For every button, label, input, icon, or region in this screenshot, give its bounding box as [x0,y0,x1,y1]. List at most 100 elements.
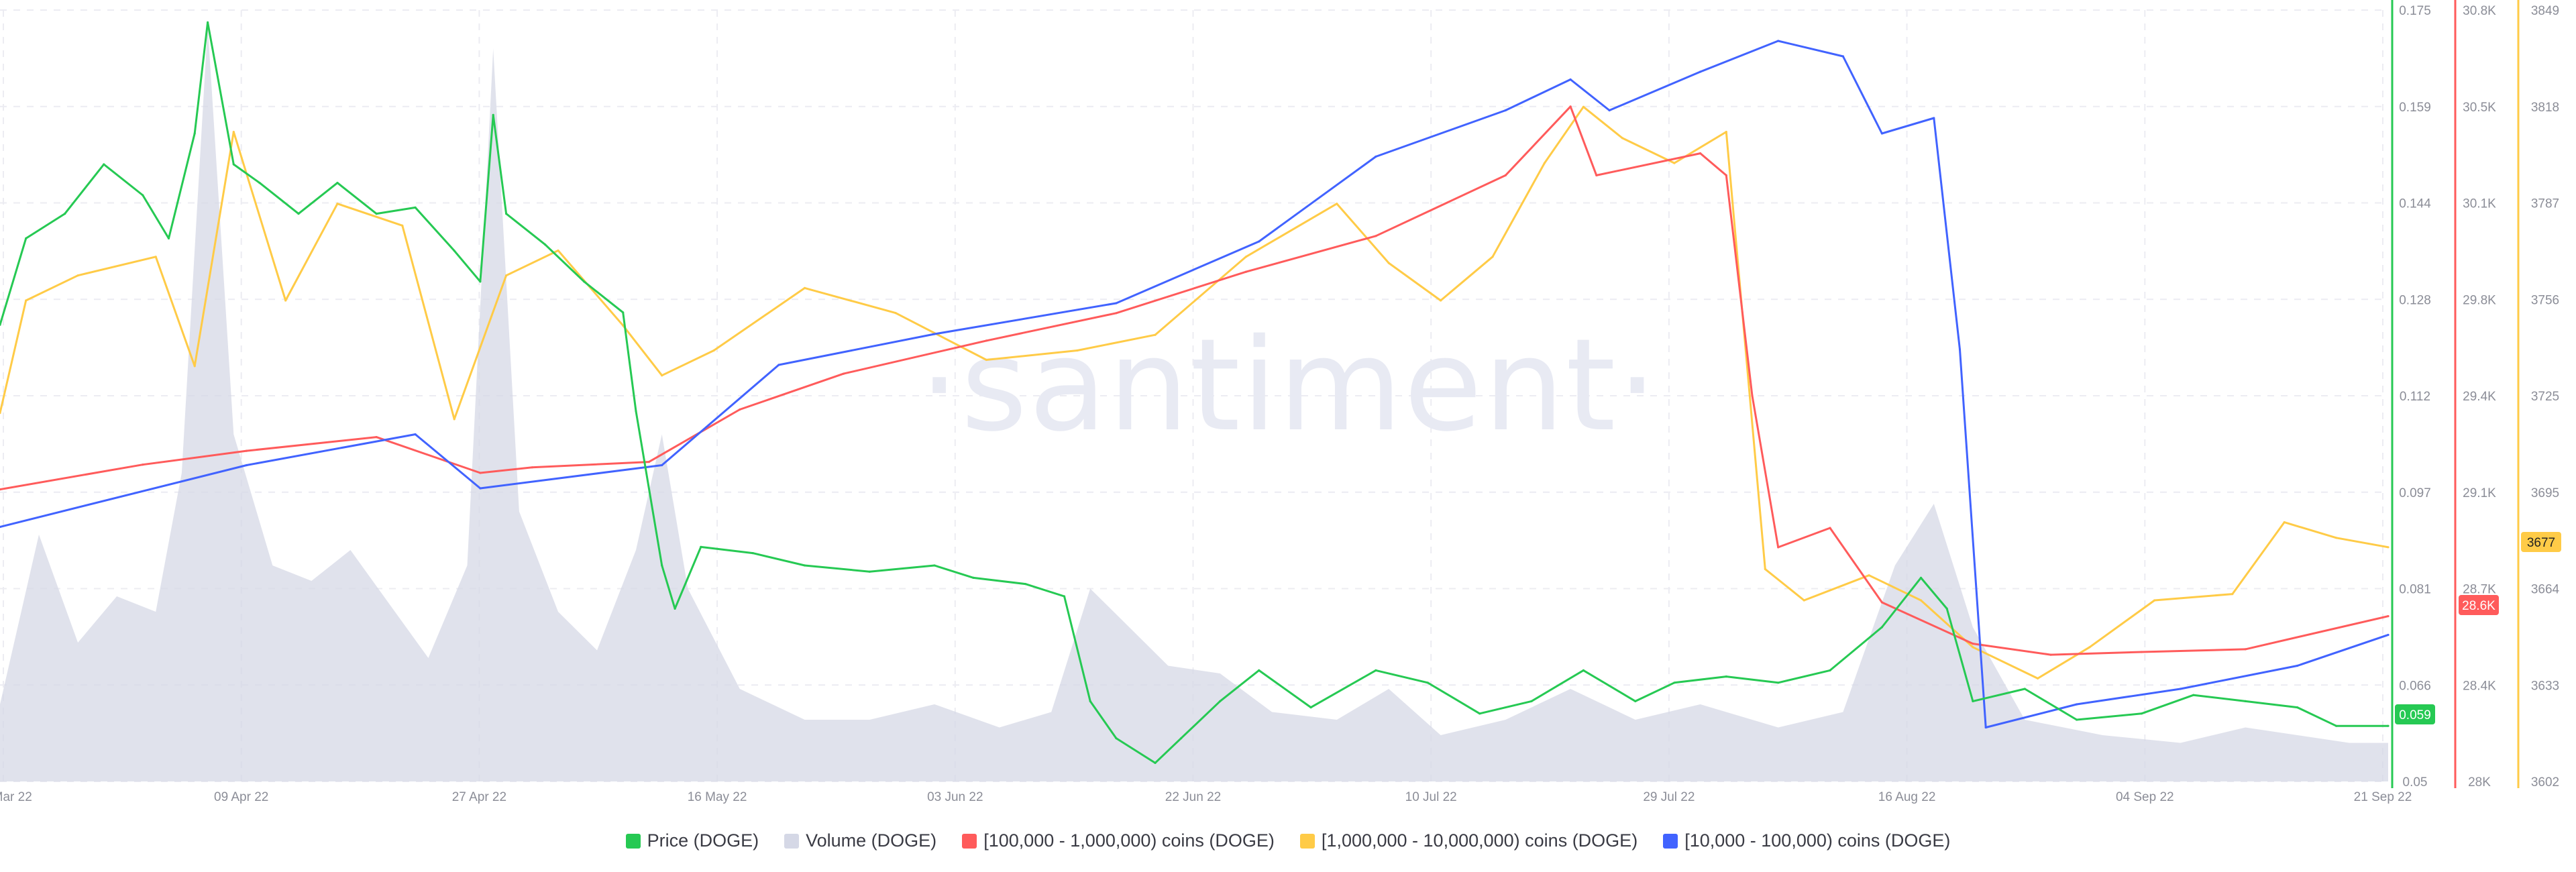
y-tick-label-price: 0.066 [2399,679,2431,693]
data-point-price [933,564,936,567]
data-point-holders-100k-1m [2140,651,2143,653]
data-point-holders-1m-10m [985,358,987,362]
legend-label: Price (DOGE) [647,830,759,851]
data-point-price [972,576,975,580]
data-point-price [505,213,508,215]
data-point-price [167,237,170,239]
data-point-holders-1m-10m [1387,262,1390,264]
x-tick-label: 04 Sep 22 [2116,790,2174,804]
value-badge-holders-1m-10m [2521,532,2561,552]
data-point-holders-100k-1m [1595,174,1598,176]
data-point-price [1309,706,1312,709]
data-point-holders-1m-10m [2153,599,2156,602]
data-point-holders-10k-100k [0,525,1,529]
data-point-holders-1m-10m [557,249,559,252]
x-tick-label: 16 May 22 [688,790,747,804]
data-point-holders-1m-10m [1440,299,1442,302]
y-tick-label-price: 0.159 [2399,101,2431,115]
data-point-price [1919,576,1923,580]
data-point-holders-1m-10m [622,324,625,327]
legend-item[interactable]: [10,000 - 100,000) coins (DOGE) [1663,830,1950,851]
data-point-price [375,213,378,215]
data-point-price [2192,694,2195,696]
y-tick-label-holders-100k-1m: 29.4K [2463,390,2496,404]
data-point-holders-100k-1m [1699,152,1702,155]
y-tick-label-holders-1m-10m: 3664 [2531,583,2560,597]
x-tick-label: 09 Apr 22 [214,790,268,804]
data-point-price [1582,669,1585,672]
data-point-holders-10k-100k [1258,240,1260,243]
data-point-holders-1m-10m [336,203,339,205]
data-point-holders-10k-100k [1375,155,1377,158]
data-point-price [1063,595,1066,598]
data-point-holders-1m-10m [1336,203,1338,205]
data-point-holders-10k-100k [2179,688,2182,690]
data-point-holders-1m-10m [1154,333,1157,336]
data-point-holders-100k-1m [246,449,248,452]
data-point-holders-1m-10m [193,365,196,368]
data-point-holders-10k-100k [1115,302,1118,305]
data-point-holders-100k-1m [1115,312,1118,315]
x-tick-label: 22 Jun 22 [1165,790,1221,804]
data-point-holders-100k-1m [1777,546,1780,549]
data-point-holders-10k-100k [246,464,248,467]
data-point-holders-10k-100k [414,433,417,436]
data-point-price [1945,607,1948,610]
data-point-price [1725,675,1727,678]
data-point-holders-1m-10m [2231,593,2234,596]
data-point-price [0,323,1,326]
data-point-holders-100k-1m [2387,615,2390,618]
data-point-holders-100k-1m [1244,270,1247,273]
data-point-holders-100k-1m [739,408,741,411]
value-badge-label: 3677 [2527,536,2555,550]
data-point-holders-1m-10m [505,274,508,277]
data-point-holders-1m-10m [1076,349,1079,352]
data-point-holders-1m-10m [1725,131,1727,133]
data-point-price [544,243,547,246]
data-point-holders-100k-1m [647,461,651,464]
data-point-price [1089,700,1091,702]
data-point-holders-1m-10m [232,131,235,133]
y-tick-label-holders-1m-10m: 3787 [2531,197,2559,211]
legend-item[interactable]: [100,000 - 1,000,000) coins (DOGE) [962,830,1275,851]
y-tick-label-holders-100k-1m: 28.7K [2463,583,2496,597]
series-line-holders-1m-10m [0,105,2389,679]
data-point-price [2023,688,2026,690]
y-tick-label-price: 0.175 [2399,4,2431,18]
data-point-price [700,545,702,549]
data-point-price [635,410,637,413]
data-point-price [1829,669,1831,672]
legend-swatch [784,833,800,849]
data-point-holders-10k-100k [1933,117,1935,119]
data-point-holders-1m-10m [1803,599,1805,602]
legend-item[interactable]: Price (DOGE) [625,830,759,851]
legend-swatch [962,833,977,849]
data-point-holders-1m-10m [1868,574,1870,577]
data-point-holders-1m-10m [76,274,79,277]
data-point-holders-100k-1m [1504,174,1507,176]
data-point-holders-1m-10m [2088,646,2091,649]
data-point-holders-1m-10m [284,299,287,302]
data-point-holders-10k-100k [1841,55,1844,58]
legend-swatch [625,833,641,849]
y-tick-label-holders-100k-1m: 30.1K [2463,197,2496,211]
value-badge-label: 0.059 [2399,708,2431,722]
data-point-price [207,21,209,23]
legend-item[interactable]: [1,000,000 - 10,000,000) coins (DOGE) [1299,830,1638,851]
data-point-price [1530,700,1533,702]
legend-label: [10,000 - 100,000) coins (DOGE) [1684,830,1951,851]
data-point-holders-10k-100k [1777,40,1780,42]
y-tick-label-holders-1m-10m: 3818 [2531,101,2559,115]
data-point-price [2335,724,2338,727]
data-point-holders-100k-1m [531,466,533,469]
legend-item[interactable]: Volume (DOGE) [784,830,936,851]
data-point-price [622,311,625,314]
data-point-price [1180,737,1183,740]
y-tick-label-price: 0.05 [2403,775,2428,789]
data-point-price [868,570,871,573]
data-point-holders-10k-100k [1608,109,1611,112]
series-line-holders-10k-100k [0,40,2389,728]
data-point-price [492,113,494,116]
data-point-price [674,607,676,610]
